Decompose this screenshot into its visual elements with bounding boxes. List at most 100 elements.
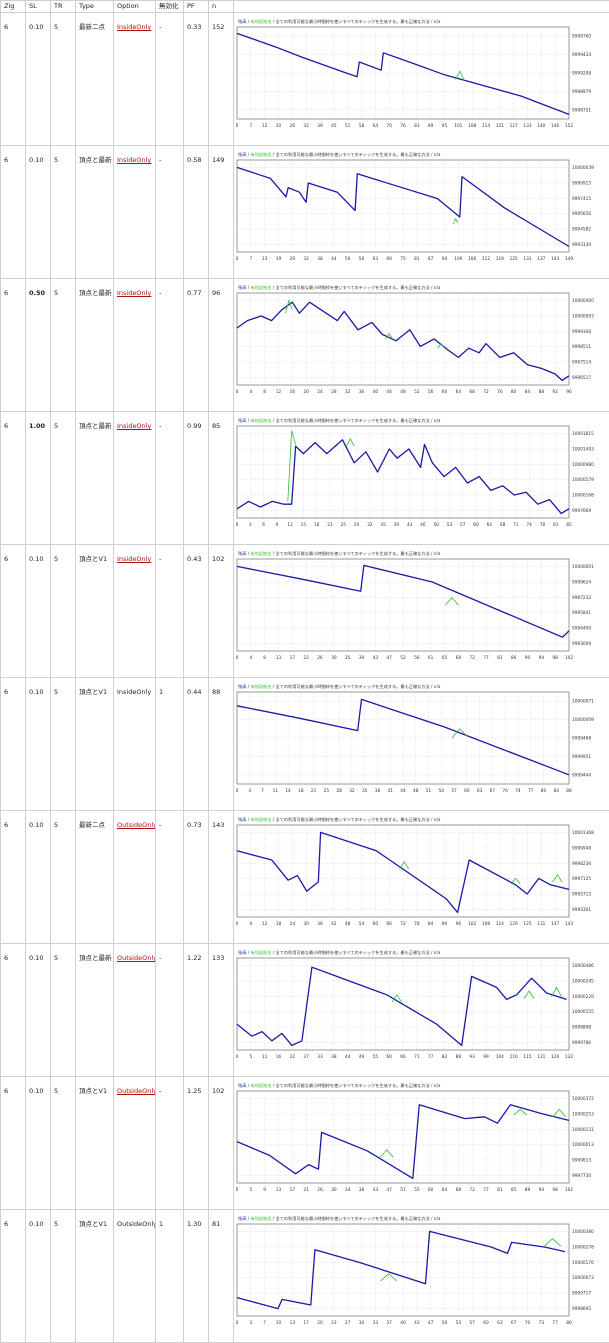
x-tick-label: 102 [468,921,476,927]
x-tick-label: 47 [386,1187,392,1193]
x-tick-label: 72 [400,921,406,927]
x-tick-label: 30 [303,921,309,927]
x-tick-label: 13 [276,1187,282,1193]
cell-filter-text: - [159,954,161,962]
y-tick-label: 10000155 [572,1009,594,1015]
x-tick-label: 38 [359,1187,365,1193]
cell-filter: - [156,811,184,944]
x-tick-label: 10 [276,1320,282,1326]
x-tick-label: 64 [373,123,379,129]
x-tick-label: 7 [249,256,252,262]
cell-tr: 5 [51,412,76,545]
cell-option-text[interactable]: InsideOnly [117,23,151,31]
x-tick-label: 32 [345,389,351,395]
cell-option-text[interactable]: InsideOnly [117,555,151,563]
x-tick-label: 88 [539,389,545,395]
cell-zig: 6 [1,412,26,545]
x-tick-label: 104 [496,1054,504,1060]
cell-n: 96 [209,279,234,412]
cell-option: InsideOnly [114,678,156,811]
x-tick-label: 47 [386,655,392,661]
legend-equity: 有効証拠金 [250,550,272,557]
x-tick-label: 25 [341,522,347,528]
x-tick-label: 3 [249,1320,252,1326]
x-tick-label: 85 [566,522,572,528]
cell-zig-text: 6 [4,23,8,31]
x-tick-label: 98 [552,655,558,661]
x-tick-label: 65 [442,655,448,661]
x-tick-label: 140 [537,123,545,129]
x-tick-label: 143 [551,256,559,262]
cell-pf-text: 0.33 [187,23,201,31]
x-tick-label: 52 [400,655,406,661]
y-tick-label: 9999915 [572,181,591,187]
legend-balance: 残高 [238,18,246,25]
x-tick-label: 20 [303,389,309,395]
cell-option-text[interactable]: InsideOnly [117,422,151,430]
x-tick-label: 64 [456,389,462,395]
x-tick-label: 84 [428,921,434,927]
cell-option-text[interactable]: InsideOnly [117,156,151,164]
x-tick-label: 53 [456,1320,462,1326]
cell-pf: 0.73 [184,811,209,944]
cell-zig-text: 6 [4,422,8,430]
x-tick-label: 115 [523,1054,531,1060]
cell-pf-text: 0.44 [187,688,201,696]
y-tick-label: 9997669 [572,508,591,514]
x-tick-label: 22 [303,655,309,661]
x-tick-label: 77 [528,788,534,794]
chart-header: 残高 / 有効証拠金 / 全ての利用可能な最小時間枠を使いすべてのティックを生成… [238,1082,441,1089]
cell-tr: 5 [51,1077,76,1210]
y-tick-label: 10000131 [572,1127,594,1133]
cell-tr: 5 [51,279,76,412]
x-tick-label: 86 [511,655,517,661]
cell-option-text[interactable]: OutsideOnly [117,821,156,829]
x-tick-label: 70 [525,1320,531,1326]
x-tick-label: 18 [298,788,304,794]
x-tick-label: 41 [387,788,393,794]
x-tick-label: 92 [552,389,558,395]
y-tick-label: 9995656 [572,211,591,217]
balance-chart: 残高 / 有効証拠金 / 全ての利用可能な最小時間枠を使いすべてのティックを生成… [235,1212,607,1330]
cell-chart: 残高 / 有効証拠金 / 全ての利用可能な最小時間枠を使いすべてのティックを生成… [234,412,609,545]
cell-chart: 残高 / 有効証拠金 / 全ての利用可能な最小時間枠を使いすべてのティックを生成… [234,545,609,678]
x-tick-label: 63 [477,788,483,794]
legend-equity: 有効証拠金 [250,284,272,291]
cell-option-text[interactable]: OutsideOnly [117,954,156,962]
cell-sl: 1.00 [26,412,51,545]
cell-n-text: 85 [212,422,220,430]
cell-zig: 6 [1,1077,26,1210]
x-tick-label: 56 [428,389,434,395]
legend-balance: 残高 [238,284,246,291]
cell-type-text: 頂点とV1 [79,555,107,563]
x-tick-label: 3 [249,522,252,528]
x-tick-label: 82 [442,1054,448,1060]
cell-sl-text: 0.10 [29,1087,43,1095]
y-tick-label: 9993130 [572,242,591,248]
cell-option-text[interactable]: InsideOnly [117,289,151,297]
x-tick-label: 133 [523,123,531,129]
cell-option: OutsideOnly [114,944,156,1077]
cell-filter-text: - [159,1087,161,1095]
cell-sl-text: 0.10 [29,688,43,696]
x-tick-label: 58 [359,123,365,129]
y-tick-label: 9999624 [572,580,591,586]
cell-option: InsideOnly [114,279,156,412]
x-tick-label: 89 [525,1187,531,1193]
cell-option-text[interactable]: OutsideOnly [117,1087,156,1095]
x-tick-label: 121 [537,1054,545,1060]
cell-sl: 0.50 [26,279,51,412]
cell-pf-text: 0.43 [187,555,201,563]
x-tick-label: 17 [290,655,296,661]
cell-filter-text: - [159,422,161,430]
cell-zig: 6 [1,1210,26,1343]
x-tick-label: 81 [414,256,420,262]
cell-type: 頂点と最新 [76,146,114,279]
cell-option: InsideOnly [114,13,156,146]
cell-zig-text: 6 [4,954,8,962]
cell-n-text: 149 [212,156,224,164]
x-tick-label: 38 [375,788,381,794]
